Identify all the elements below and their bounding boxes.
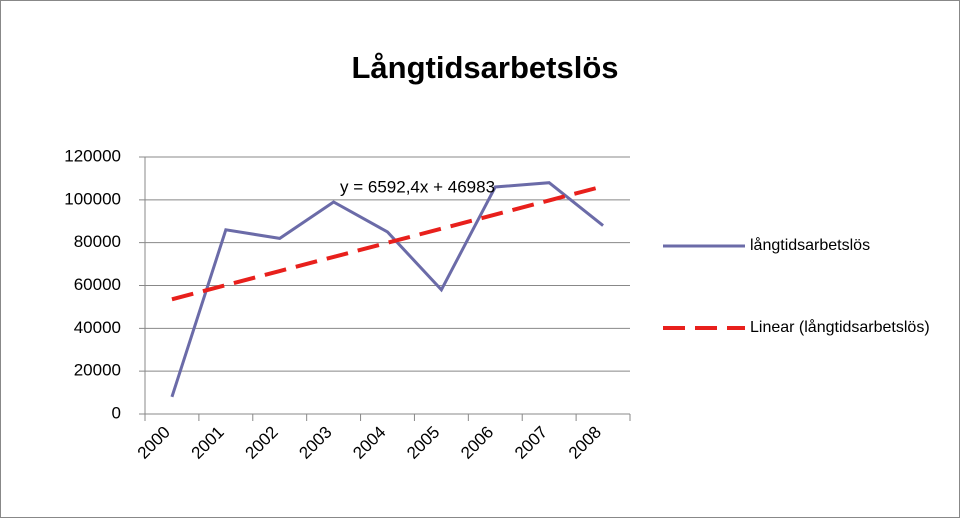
y-tick-label: 20000 — [74, 361, 121, 380]
legend-item: långtidsarbetslös — [750, 237, 871, 254]
annotation: y = 6592,4x + 46983 — [340, 177, 495, 196]
legend-label: Linear (långtidsarbetslös) — [750, 319, 930, 336]
legend-item: Linear (långtidsarbetslös) — [750, 319, 930, 336]
y-tick-label: 40000 — [74, 318, 121, 337]
trend-line — [171, 184, 604, 302]
y-tick-label: 0 — [112, 403, 121, 422]
y-tick-label: 120000 — [64, 146, 121, 165]
y-tick-label: 80000 — [74, 232, 121, 251]
legend-label: långtidsarbetslös — [750, 237, 871, 254]
data-line — [170, 181, 604, 398]
y-tick-label: 60000 — [74, 275, 121, 294]
y-tick-label: 100000 — [64, 189, 121, 208]
chart-title: Långtidsarbetslös — [352, 50, 619, 85]
